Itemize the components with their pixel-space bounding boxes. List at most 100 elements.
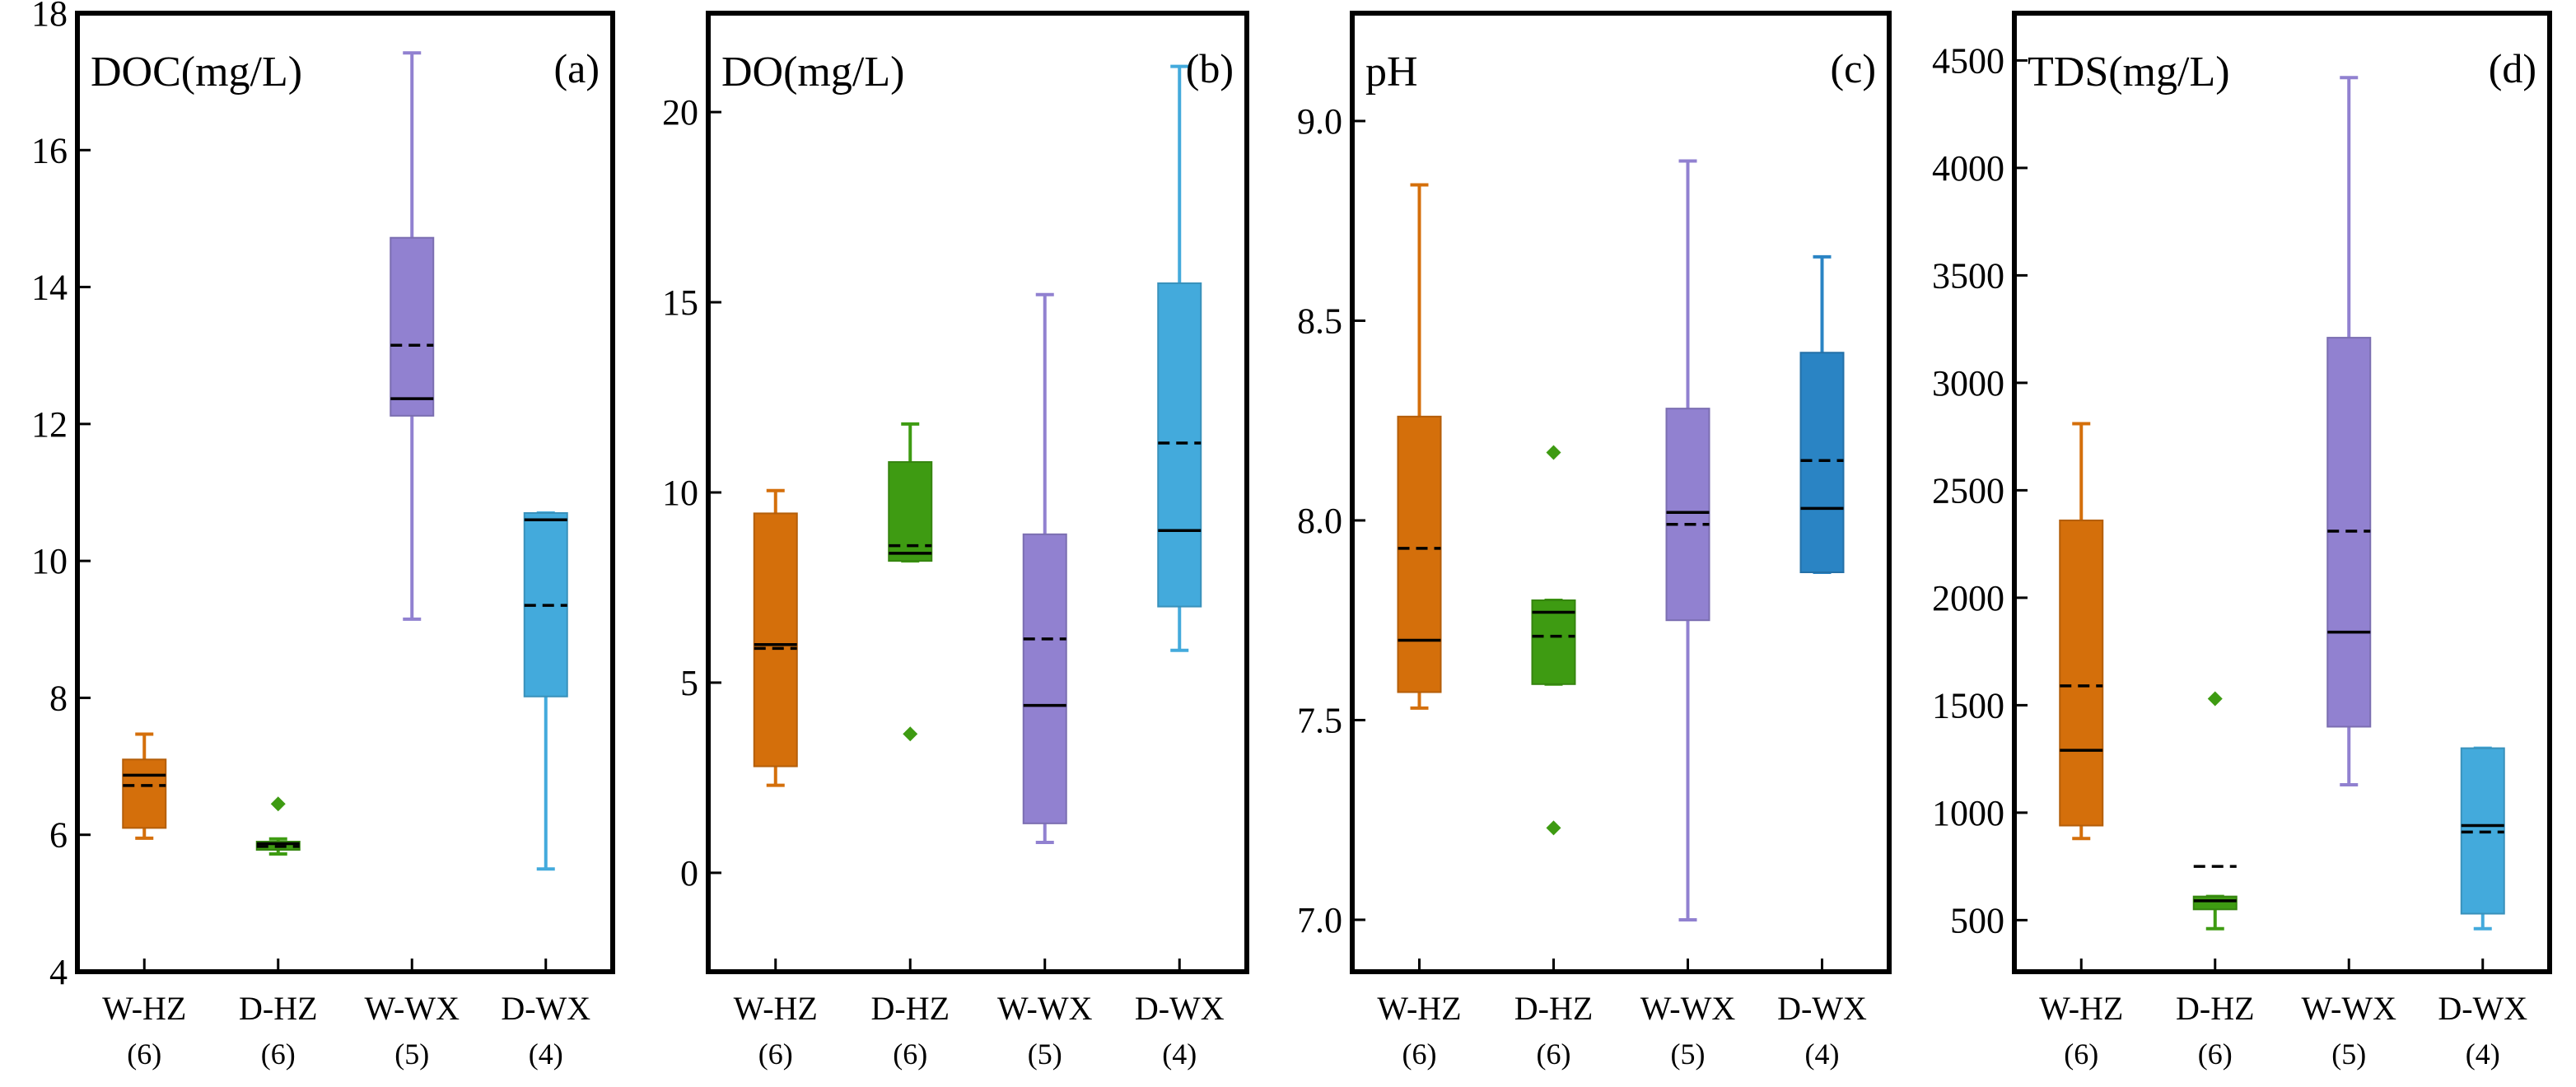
- y-tick-label: 8.0: [1297, 501, 1342, 541]
- y-tick-label: 3000: [1932, 363, 2004, 404]
- panel-label: (c): [1831, 45, 1877, 91]
- y-tick-label: 4: [49, 952, 68, 992]
- plot-frame: [1350, 11, 1892, 974]
- box-iqr: [1397, 415, 1442, 693]
- sample-count-label: (6): [2064, 1038, 2098, 1071]
- box-w-hz: [753, 488, 798, 787]
- outlier-point: [2207, 691, 2223, 707]
- category-label: W-HZ: [1377, 990, 1461, 1027]
- category-label: W-WX: [364, 990, 460, 1027]
- sample-count-label: (6): [261, 1038, 296, 1071]
- sample-count-label: (4): [2466, 1038, 2500, 1071]
- panel-label: (b): [1186, 45, 1234, 91]
- sample-count-label: (4): [529, 1038, 563, 1071]
- box-iqr: [1157, 282, 1202, 608]
- box-d-hz: [255, 796, 301, 856]
- sample-count-label: (5): [2331, 1038, 2366, 1071]
- box-iqr: [2059, 519, 2104, 827]
- box-d-hz: [2192, 691, 2238, 931]
- sample-count-label: (4): [1162, 1038, 1197, 1071]
- category-label: D-WX: [1135, 990, 1225, 1027]
- category-label: W-HZ: [734, 990, 818, 1027]
- sample-count-label: (6): [127, 1038, 161, 1071]
- y-tick-label: 20: [662, 92, 698, 133]
- sample-count-label: (5): [1671, 1038, 1706, 1071]
- panel-label: (a): [554, 45, 600, 91]
- y-tick-label: 6: [49, 815, 68, 856]
- panel-title: pH: [1365, 49, 1418, 96]
- y-tick-label: 10: [662, 473, 698, 513]
- y-tick-label: 5: [680, 663, 698, 703]
- box-iqr: [1531, 599, 1576, 685]
- box-d-wx: [2460, 746, 2505, 931]
- panel-c: 7.0 7.5 8.0 8.5 9.0 W-HZ (6) D-HZ (6) W-WX (5) D-WX…: [1297, 11, 1892, 1071]
- panel-label: (d): [2489, 45, 2536, 91]
- sample-count-label: (6): [758, 1038, 793, 1071]
- box-d-wx: [523, 511, 568, 871]
- category-label: W-HZ: [2039, 990, 2123, 1027]
- box-d-wx: [1799, 254, 1845, 574]
- box-d-wx: [1157, 64, 1202, 652]
- box-d-hz: [1531, 445, 1576, 836]
- category-label: D-WX: [501, 990, 590, 1027]
- plot-frame: [2012, 11, 2552, 974]
- box-iqr: [1022, 533, 1067, 824]
- outlier-point: [1546, 445, 1561, 460]
- category-label: D-WX: [1777, 990, 1867, 1027]
- y-tick-label: 0: [680, 853, 698, 893]
- category-label: D-HZ: [2176, 990, 2255, 1027]
- y-tick-label: 10: [31, 541, 68, 581]
- y-tick-label: 3500: [1932, 255, 2004, 296]
- sample-count-label: (6): [1537, 1038, 1571, 1071]
- box-iqr: [390, 236, 435, 417]
- y-tick-label: 9.0: [1297, 101, 1342, 142]
- panel-title: TDS(mg/L): [2028, 49, 2230, 96]
- box-iqr: [122, 758, 167, 829]
- outlier-point: [270, 796, 286, 812]
- category-label: D-HZ: [870, 990, 950, 1027]
- box-w-hz: [1397, 183, 1442, 710]
- y-tick-label: 2500: [1932, 470, 2004, 511]
- box-iqr: [753, 512, 798, 767]
- y-tick-label: 7.5: [1297, 700, 1342, 740]
- category-label: W-WX: [2301, 990, 2396, 1027]
- sample-count-label: (5): [394, 1038, 429, 1071]
- category-label: W-WX: [997, 990, 1093, 1027]
- y-tick-label: 500: [1950, 900, 2004, 940]
- sample-count-label: (6): [893, 1038, 927, 1071]
- y-tick-label: 12: [31, 404, 68, 445]
- category-label: D-HZ: [239, 990, 318, 1027]
- y-tick-label: 16: [31, 130, 68, 170]
- outlier-point: [903, 726, 918, 742]
- panel-b: 0 5 10 15 20 W-HZ (6) D-HZ (6) W-WX (5) D-WX (4) DO(m…: [662, 11, 1249, 1071]
- box-w-wx: [2326, 76, 2372, 786]
- category-label: W-HZ: [102, 990, 186, 1027]
- box-iqr: [1665, 408, 1710, 622]
- y-tick-label: 8.5: [1297, 301, 1342, 341]
- box-w-wx: [390, 51, 435, 621]
- panel-d: 500 1000 1500 2000 2500 3000 3500 4000 4500 W-HZ (…: [1932, 11, 2552, 1071]
- plot-frame: [706, 11, 1249, 974]
- outlier-point: [1546, 820, 1561, 836]
- y-tick-label: 18: [31, 0, 68, 34]
- box-w-wx: [1022, 292, 1067, 844]
- y-tick-label: 4500: [1932, 40, 2004, 81]
- y-tick-label: 1000: [1932, 793, 2004, 833]
- box-iqr: [1799, 352, 1845, 573]
- panel-title: DOC(mg/L): [91, 49, 302, 96]
- y-tick-label: 2000: [1932, 578, 2004, 618]
- box-w-hz: [2059, 422, 2104, 841]
- y-tick-label: 4000: [1932, 148, 2004, 189]
- y-tick-label: 14: [31, 268, 68, 308]
- sample-count-label: (5): [1028, 1038, 1062, 1071]
- y-tick-label: 15: [662, 282, 698, 323]
- category-label: D-HZ: [1514, 990, 1594, 1027]
- box-d-hz: [888, 422, 933, 742]
- y-tick-label: 8: [49, 678, 68, 718]
- panel-title: DO(mg/L): [721, 49, 904, 96]
- plot-frame: [75, 11, 615, 974]
- sample-count-label: (6): [1402, 1038, 1437, 1071]
- category-label: W-WX: [1640, 990, 1736, 1027]
- y-tick-label: 7.0: [1297, 900, 1342, 940]
